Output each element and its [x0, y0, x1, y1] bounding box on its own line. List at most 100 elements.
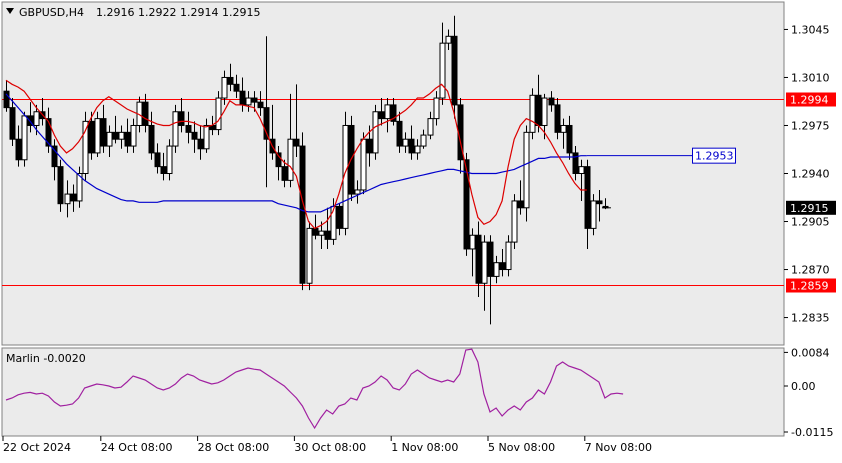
- candle-body-bear: [191, 131, 198, 140]
- candle-body-bear: [390, 104, 397, 122]
- candle-body-bull: [130, 124, 137, 147]
- slow-moving-average-line: [5, 93, 587, 213]
- candle-body-bull: [493, 262, 500, 277]
- candle-body-bear: [160, 166, 167, 174]
- candle-body-bull: [215, 97, 222, 131]
- candle-body-bull: [172, 111, 179, 147]
- price-panel[interactable]: [1, 1, 785, 346]
- time-tick-label: 22 Oct 2024: [3, 441, 71, 454]
- candle-body-bear: [348, 124, 355, 195]
- candle-body-bull: [505, 241, 512, 271]
- candle-body-bear: [197, 138, 204, 150]
- candle-body-bear: [263, 107, 270, 140]
- level-price-label: 1.2859: [790, 280, 829, 293]
- candle-body-bull: [306, 227, 313, 284]
- time-tick-label: 1 Nov 08:00: [391, 441, 458, 454]
- candle-body-bull: [469, 234, 476, 250]
- candle-body-bull: [427, 118, 434, 136]
- blue-level-marker: 1.2953: [586, 147, 736, 164]
- indicator-panel[interactable]: [1, 347, 785, 437]
- candle-body-bull: [372, 111, 379, 154]
- marlin-line: [5, 348, 624, 430]
- candle-body-bull: [439, 42, 446, 99]
- candle-body-bear: [517, 200, 524, 209]
- candle-body-bear: [548, 97, 555, 106]
- candle-body-bull: [414, 145, 421, 154]
- candle-body-bull: [94, 118, 101, 154]
- candle-body-bull: [106, 131, 113, 147]
- candle-body-bear: [70, 193, 77, 202]
- candle-body-bear: [100, 118, 107, 147]
- candle-body-bear: [475, 234, 482, 284]
- candle-body-bear: [336, 205, 343, 229]
- candle-body-bull: [420, 134, 427, 147]
- indicator-title: Marlin -0.0020: [6, 352, 86, 365]
- candle-body-bear: [584, 166, 591, 229]
- candle-body-bull: [82, 120, 89, 174]
- level-price-label: 1.2994: [790, 94, 829, 107]
- collapse-triangle-icon[interactable]: [6, 8, 14, 14]
- candle-body-bull: [560, 124, 567, 133]
- candle-body-bear: [566, 124, 573, 154]
- candle-body-bear: [51, 145, 58, 168]
- ohlc-values: 1.2916 1.2922 1.2914 1.2915: [96, 6, 260, 19]
- time-tick-label: 24 Oct 08:00: [101, 441, 173, 454]
- candle-body-bear: [88, 120, 95, 154]
- candle-body-bull: [21, 115, 28, 161]
- candle-body-bear: [596, 200, 603, 205]
- price-tick-label: 1.3045: [791, 23, 830, 36]
- candle-body-bull: [433, 97, 440, 120]
- time-tick-label: 30 Oct 08:00: [294, 441, 366, 454]
- candle-body-bear: [27, 115, 34, 126]
- current-price-label: 1.2915: [790, 202, 829, 215]
- indicator-tick-label: -0.0115: [791, 426, 833, 439]
- fast-moving-average-line: [5, 79, 587, 230]
- candle-body-bull: [342, 124, 349, 229]
- indicator-tick-label: 0.00: [791, 380, 816, 393]
- symbol-label: GBPUSD,H4: [19, 6, 84, 19]
- candle-body-bull: [33, 111, 40, 126]
- price-tick-label: 1.2835: [791, 312, 830, 325]
- candle-body-bear: [293, 138, 300, 147]
- candle-body-bull: [64, 193, 71, 205]
- time-tick-label: 28 Oct 08:00: [198, 441, 270, 454]
- blue-level-box: [692, 147, 736, 164]
- price-tick-label: 1.2975: [791, 119, 830, 132]
- indicator-axis: 0.0084 0.00 -0.0115: [784, 346, 833, 439]
- candle-body-bear: [233, 83, 240, 92]
- level-price-box: [786, 92, 836, 107]
- blue-level-label: 1.2953: [695, 150, 734, 163]
- candle-body-bear: [148, 124, 155, 154]
- candle-body-bear: [45, 118, 52, 147]
- candle-body-bear: [112, 131, 119, 140]
- candle-body-bull: [360, 138, 367, 191]
- candle-body-bull: [541, 97, 548, 126]
- price-tick-label: 1.2870: [791, 264, 830, 277]
- candle-body-bull: [590, 200, 597, 229]
- candle-body-bear: [499, 262, 506, 271]
- candle-body-bear: [185, 124, 192, 133]
- candle-body-bear: [178, 111, 185, 126]
- candle-body-bear: [396, 120, 403, 147]
- candle-body-bear: [451, 35, 458, 106]
- candle-body-bull: [118, 131, 125, 140]
- candle-body-bull: [511, 200, 518, 243]
- candle-body-bear: [572, 152, 579, 174]
- price-axis: 1.3045 1.3010 1.2975 1.2940 1.2905 1.2870 1.28…: [784, 23, 830, 325]
- candle-body-bear: [3, 90, 10, 109]
- candle-body-bull: [481, 241, 488, 284]
- candle-body-bull: [445, 35, 452, 44]
- time-tick-label: 7 Nov 08:00: [585, 441, 652, 454]
- candle-body-bull: [166, 145, 173, 174]
- price-tick-label: 1.2940: [791, 168, 830, 181]
- candle-body-bear: [366, 138, 373, 154]
- candle-body-bull: [203, 124, 210, 150]
- current-price-marker: 1.2915: [601, 200, 836, 215]
- candle-body-bull: [523, 131, 530, 209]
- candle-body-bull: [402, 138, 409, 147]
- time-axis: 22 Oct 2024 24 Oct 08:00 28 Oct 08:00 30 Oc…: [2, 436, 652, 454]
- candle-body-bear: [142, 101, 149, 126]
- candle-body-bear: [408, 138, 415, 154]
